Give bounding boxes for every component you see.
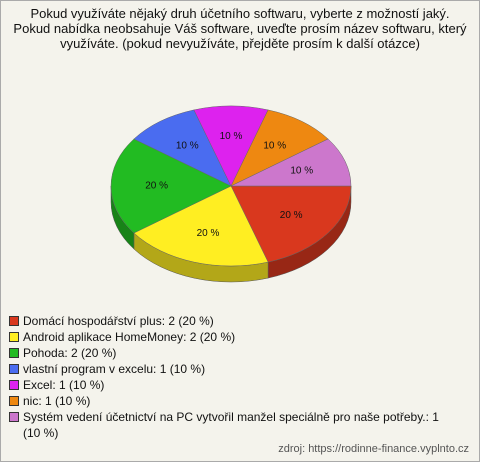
slice (133, 109, 232, 187)
legend-swatch (9, 412, 19, 422)
legend-item: vlastní program v excelu: 1 (10 %) (9, 361, 449, 377)
slice-label: 10 % (220, 131, 243, 142)
legend-label: Excel: 1 (10 %) (23, 378, 105, 392)
legend: Domácí hospodářství plus: 2 (20 %) Androi… (9, 313, 449, 441)
legend-swatch (9, 348, 19, 358)
slice-label: 10 % (176, 141, 199, 152)
legend-label: Domácí hospodářství plus: 2 (20 %) (23, 314, 214, 328)
legend-item: Android aplikace HomeMoney: 2 (20 %) (9, 329, 449, 345)
legend-swatch (9, 364, 19, 374)
slice (230, 138, 352, 187)
legend-swatch (9, 380, 19, 390)
slice-label: 20 % (280, 210, 303, 221)
legend-label: nic: 1 (10 %) (23, 394, 91, 408)
legend-item: Excel: 1 (10 %) (9, 377, 449, 393)
legend-item: nic: 1 (10 %) (9, 393, 449, 409)
legend-label: vlastní program v excelu: 1 (10 %) (23, 362, 206, 376)
legend-label: Android aplikace HomeMoney: 2 (20 %) (23, 330, 236, 344)
slice-label: 20 % (145, 181, 168, 192)
legend-label: Pohoda: 2 (20 %) (23, 346, 117, 360)
slice (133, 185, 269, 267)
slice-label: 10 % (263, 141, 286, 152)
legend-item: Systém vedení účetnictví na PC vytvořil … (9, 409, 449, 441)
chart-title: Pokud využíváte nějaký druh účetního sof… (13, 6, 467, 51)
legend-swatch (9, 332, 19, 342)
legend-label: Systém vedení účetnictví na PC vytvořil … (23, 410, 439, 440)
slice (230, 109, 329, 187)
slice (110, 138, 232, 234)
legend-swatch (9, 316, 19, 326)
slice-label: 20 % (197, 228, 220, 239)
slice-label: 10 % (290, 165, 313, 176)
source: zdroj: https://rodinne-finance.vyplnto.c… (278, 443, 469, 455)
pie-area: 20 % 20 % 20 % 10 % 10 % 10 % 10 % (110, 105, 352, 283)
legend-item: Pohoda: 2 (20 %) (9, 345, 449, 361)
slice (230, 185, 352, 263)
legend-item: Domácí hospodářství plus: 2 (20 %) (9, 313, 449, 329)
slice (193, 105, 269, 187)
legend-swatch (9, 396, 19, 406)
